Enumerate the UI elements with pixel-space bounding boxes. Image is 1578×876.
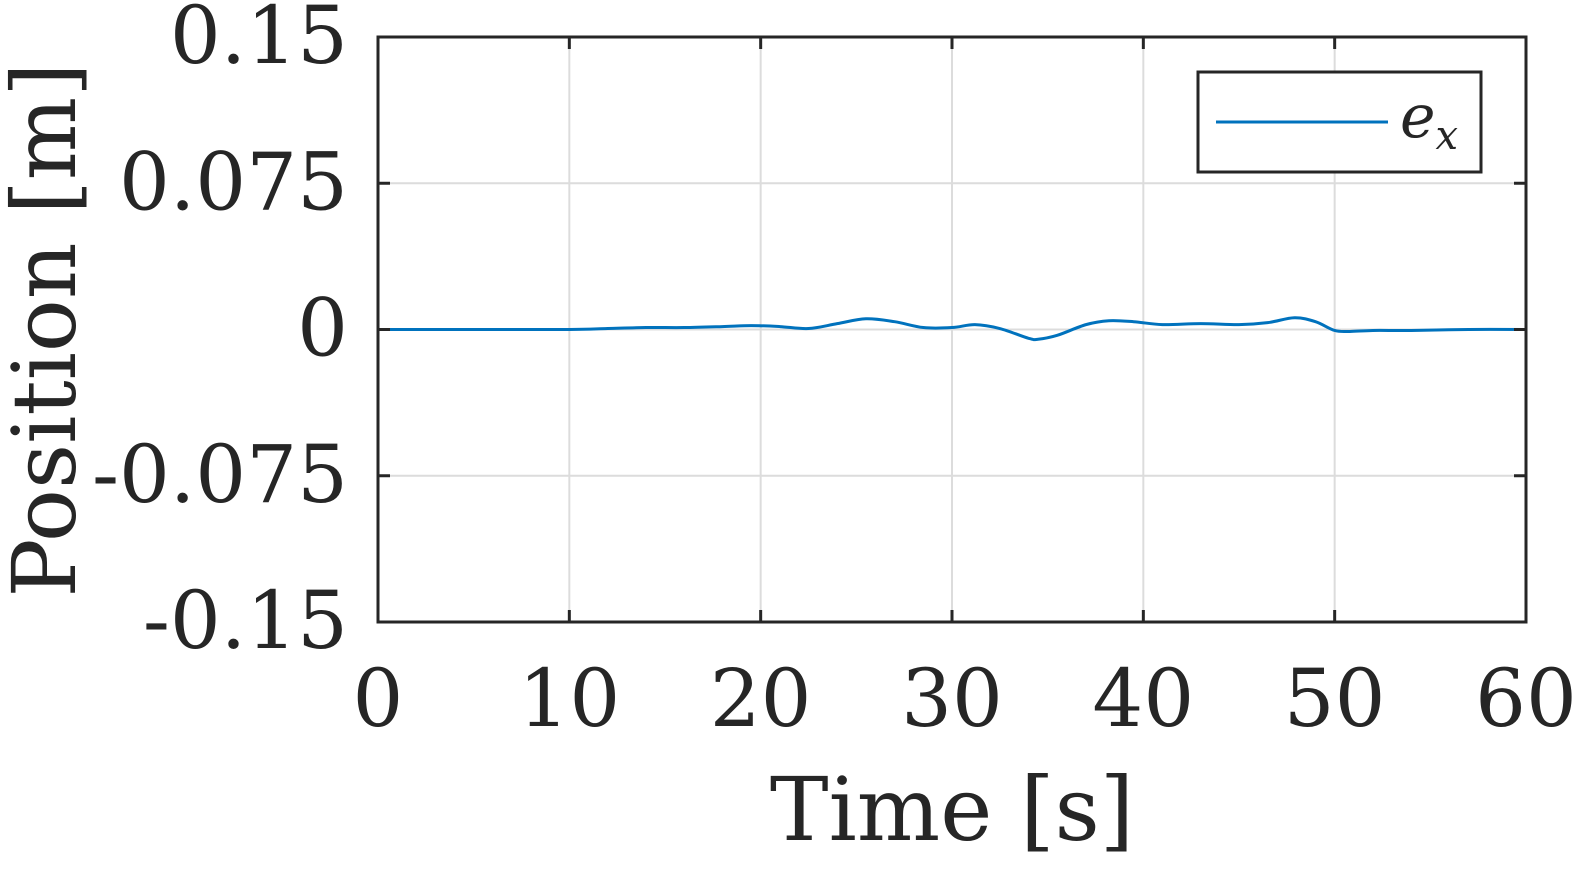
y-tick-label: 0.15	[170, 0, 348, 82]
x-tick-label: 60	[1475, 652, 1577, 745]
x-axis-label: Time [s]	[770, 758, 1134, 861]
y-tick-labels: 0.15 0.075 0 -0.075 -0.15	[92, 0, 348, 667]
y-tick-label: 0.075	[119, 135, 348, 228]
x-tick-label: 10	[518, 652, 620, 745]
series-line-e-x	[377, 316, 1527, 342]
y-tick-label: 0	[297, 282, 348, 375]
legend-entry-base: e	[1400, 82, 1436, 152]
x-tick-label: 50	[1284, 652, 1386, 745]
x-tick-labels: 0 10 20 30 40 50 60	[353, 652, 1577, 745]
y-tick-label: -0.15	[143, 574, 348, 667]
legend-entry-label: ex	[1400, 82, 1458, 159]
series-layer	[377, 316, 1527, 342]
x-tick-label: 30	[901, 652, 1003, 745]
x-tick-label: 40	[1092, 652, 1194, 745]
y-axis-label: Position [m]	[0, 62, 96, 597]
legend-entry-subscript: x	[1436, 113, 1459, 159]
legend: ex	[1196, 70, 1483, 174]
y-tick-label: -0.075	[92, 428, 348, 521]
x-tick-label: 20	[710, 652, 812, 745]
x-tick-label: 0	[353, 652, 404, 745]
axis-ticks	[378, 37, 1526, 622]
